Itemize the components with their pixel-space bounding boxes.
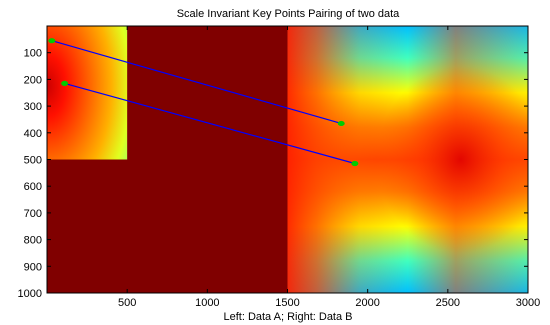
keypoint-pairs — [51, 40, 355, 165]
keypoints — [48, 38, 359, 167]
keypoint-4 — [351, 160, 359, 167]
y-tick-label: 700 — [24, 208, 42, 220]
y-tick-label: 600 — [24, 181, 42, 193]
keypoint-2 — [61, 80, 69, 87]
x-tick-label: 1500 — [275, 297, 299, 309]
data-a-region — [47, 26, 128, 160]
data-b-center-hotspot — [287, 26, 528, 293]
x-tick-label: 2000 — [355, 297, 379, 309]
y-tick-label: 200 — [24, 74, 42, 86]
y-tick-label: 300 — [24, 101, 42, 113]
keypoint-1 — [48, 38, 56, 44]
keypoint-3 — [337, 120, 345, 127]
y-tick-label: 500 — [24, 155, 42, 167]
data-b-region — [287, 26, 528, 293]
plot-area — [47, 26, 528, 293]
x-tick-label: 2500 — [436, 297, 460, 309]
y-tick-label: 1000 — [18, 288, 42, 300]
pair-line-1 — [51, 40, 342, 125]
y-tick-label: 800 — [24, 235, 42, 247]
y-axis-ticks: 100 200 300 400 500 600 700 800 900 1000 — [18, 48, 528, 300]
x-tick-label: 500 — [118, 297, 136, 309]
y-tick-label: 400 — [24, 128, 42, 140]
pair-line-2 — [64, 82, 355, 165]
x-tick-label: 1000 — [195, 297, 219, 309]
y-tick-label: 900 — [24, 261, 42, 273]
x-axis-label: Left: Data A; Right: Data B — [223, 311, 352, 323]
chart-title: Scale Invariant Key Points Pairing of tw… — [177, 8, 400, 20]
y-tick-label: 100 — [24, 48, 42, 60]
x-tick-label: 3000 — [516, 297, 540, 309]
x-axis-ticks: 500 1000 1500 2000 2500 3000 — [118, 26, 540, 309]
